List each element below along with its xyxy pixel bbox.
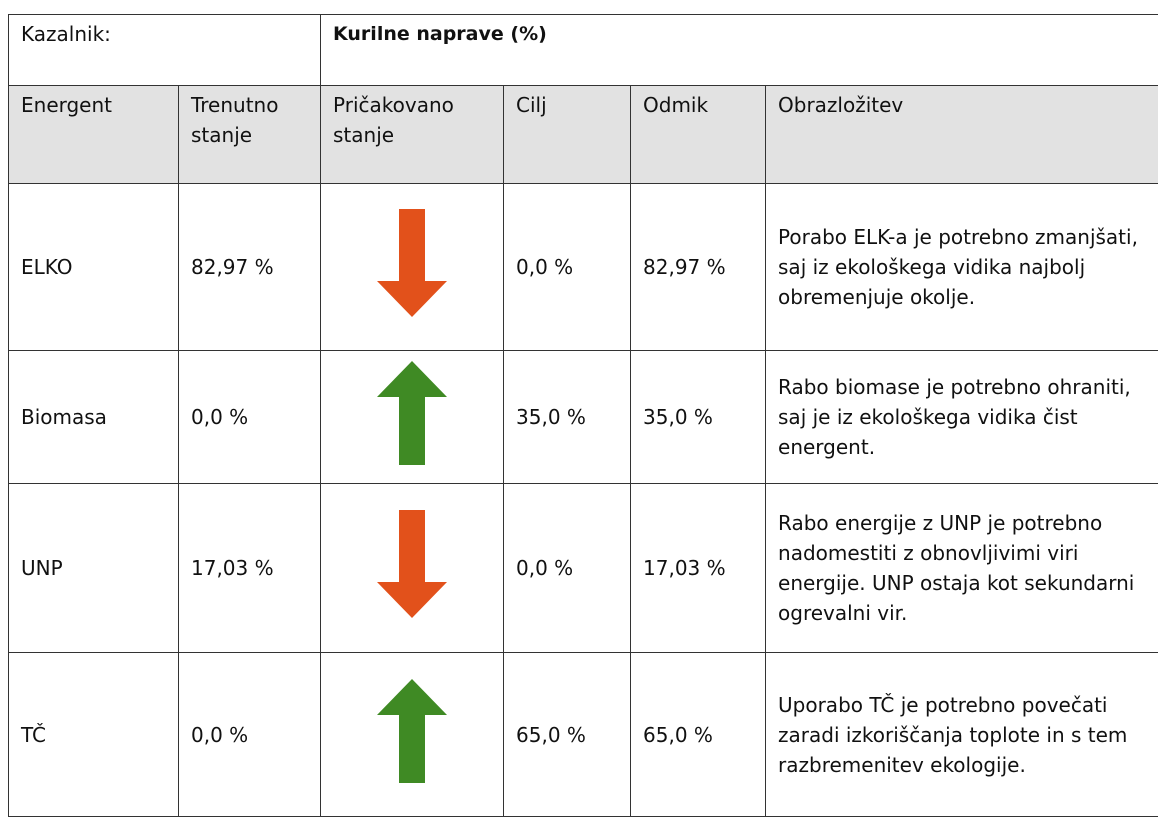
cell: 82,97 %: [631, 184, 766, 351]
indicator-row: Kazalnik: Kurilne naprave (%): [9, 15, 1158, 86]
cell: 35,0 %: [631, 351, 766, 484]
cell: Porabo ELK-a je potrebno zmanjšati, saj …: [766, 184, 1158, 351]
cell: 82,97 %: [179, 184, 321, 351]
indicator-label: Kazalnik:: [9, 15, 321, 86]
cell: [321, 351, 504, 484]
column-header: Energent: [9, 86, 179, 184]
row: ELKO 82,97 % 0,0 % 82,97 % Porabo ELK-a …: [9, 184, 1158, 351]
cell: 0,0 %: [504, 484, 631, 653]
cell: Biomasa: [9, 351, 179, 484]
cell: Rabo energije z UNP je potrebno nadomest…: [766, 484, 1158, 653]
row: Biomasa 0,0 % 35,0 % 35,0 % Rabo biomase…: [9, 351, 1158, 484]
row: TČ 0,0 % 65,0 % 65,0 % Uporabo TČ je pot…: [9, 653, 1158, 817]
cell: [321, 653, 504, 817]
cell: [321, 184, 504, 351]
cell: 65,0 %: [631, 653, 766, 817]
indicator-table: Kazalnik: Kurilne naprave (%) Energent T…: [8, 14, 1158, 817]
cell: 17,03 %: [179, 484, 321, 653]
arrow-down: [377, 510, 447, 618]
column-header: Obrazložitev: [766, 86, 1158, 184]
cell: UNP: [9, 484, 179, 653]
cell: [321, 484, 504, 653]
column-header: Cilj: [504, 86, 631, 184]
cell: 35,0 %: [504, 351, 631, 484]
cell: 65,0 %: [504, 653, 631, 817]
indicator-value: Kurilne naprave (%): [321, 15, 1158, 86]
column-header: Odmik: [631, 86, 766, 184]
cell: 0,0 %: [179, 653, 321, 817]
column-header: Trenutno stanje: [179, 86, 321, 184]
cell: 0,0 %: [179, 351, 321, 484]
arrow-up: [377, 679, 447, 783]
column-header: Pričakovano stanje: [321, 86, 504, 184]
cell: ELKO: [9, 184, 179, 351]
cell: Rabo biomase je potrebno ohraniti, saj j…: [766, 351, 1158, 484]
row: UNP 17,03 % 0,0 % 17,03 % Rabo energije …: [9, 484, 1158, 653]
arrow-down: [377, 209, 447, 317]
cell: TČ: [9, 653, 179, 817]
header-row: Energent Trenutno stanje Pričakovano sta…: [9, 86, 1158, 184]
cell: 17,03 %: [631, 484, 766, 653]
arrow-up: [377, 361, 447, 465]
cell: 0,0 %: [504, 184, 631, 351]
cell: Uporabo TČ je potrebno povečati zaradi i…: [766, 653, 1158, 817]
